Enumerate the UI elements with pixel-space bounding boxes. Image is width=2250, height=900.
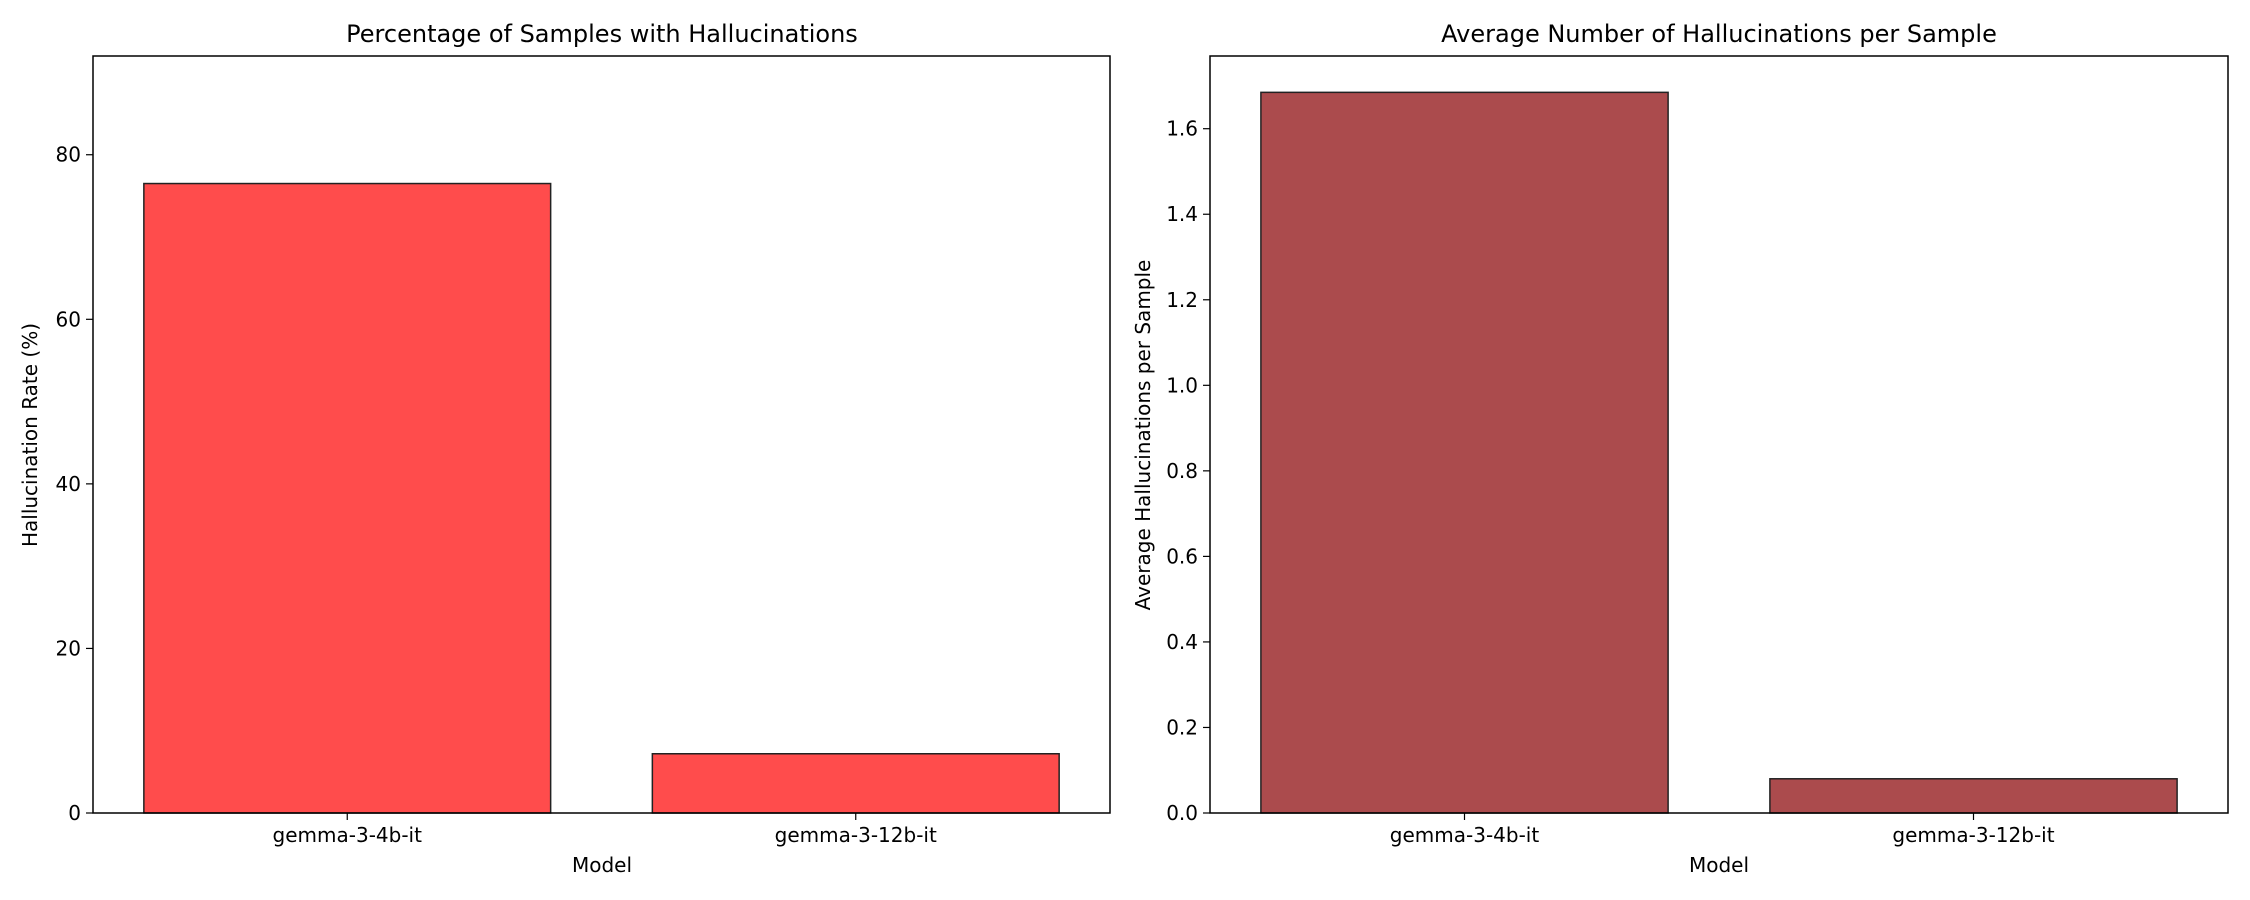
x-tick-label: gemma-3-12b-it (1892, 823, 2054, 847)
bar-gemma-3-12b-it (651, 753, 1060, 814)
y-tick-label: 1.0 (1166, 373, 1198, 397)
y-tick-label: 0.6 (1166, 544, 1198, 568)
bars-group (1260, 91, 2178, 814)
plot-frame (1209, 55, 2229, 814)
chart-title: Percentage of Samples with Hallucination… (346, 20, 858, 48)
y-ticks-group: 0.0 0.2 0.4 0.6 0.8 1.0 1.2 1.4 1.6 (1166, 117, 1210, 825)
y-tick-label: 40 (56, 472, 81, 496)
y-tick-label: 0.8 (1166, 459, 1198, 483)
hallucination-rate-panel: Percentage of Samples with Hallucination… (18, 20, 1111, 877)
y-tick-label: 0.4 (1166, 630, 1198, 654)
x-ticks-group: gemma-3-4b-it gemma-3-12b-it (273, 813, 937, 847)
plot-frame (92, 55, 1111, 814)
y-tick-label: 0.2 (1166, 715, 1198, 739)
bars-group (143, 182, 1060, 814)
x-ticks-group: gemma-3-4b-it gemma-3-12b-it (1390, 813, 2055, 847)
x-tick-label: gemma-3-4b-it (1390, 823, 1540, 847)
y-tick-label: 20 (56, 636, 81, 660)
y-tick-label: 80 (56, 143, 81, 167)
y-tick-label: 1.2 (1166, 288, 1198, 312)
bar-gemma-3-12b-it (1769, 778, 2178, 814)
bar-gemma-3-4b-it (143, 182, 552, 814)
y-axis-label: Hallucination Rate (%) (18, 323, 42, 547)
avg-hallucinations-panel: Average Number of Hallucinations per Sam… (1131, 20, 2229, 877)
x-axis-label: Model (572, 853, 632, 877)
y-axis-label: Average Hallucinations per Sample (1131, 260, 1155, 611)
y-tick-label: 0 (68, 801, 81, 825)
chart-title: Average Number of Hallucinations per Sam… (1441, 20, 1997, 48)
y-tick-label: 60 (56, 307, 81, 331)
y-tick-label: 1.6 (1166, 117, 1198, 141)
y-tick-label: 0.0 (1166, 801, 1198, 825)
x-tick-label: gemma-3-12b-it (775, 823, 937, 847)
x-axis-label: Model (1689, 853, 1749, 877)
y-ticks-group: 0 20 40 60 80 (56, 143, 93, 825)
bar-gemma-3-4b-it (1260, 91, 1669, 814)
x-tick-label: gemma-3-4b-it (273, 823, 423, 847)
y-tick-label: 1.4 (1166, 202, 1198, 226)
